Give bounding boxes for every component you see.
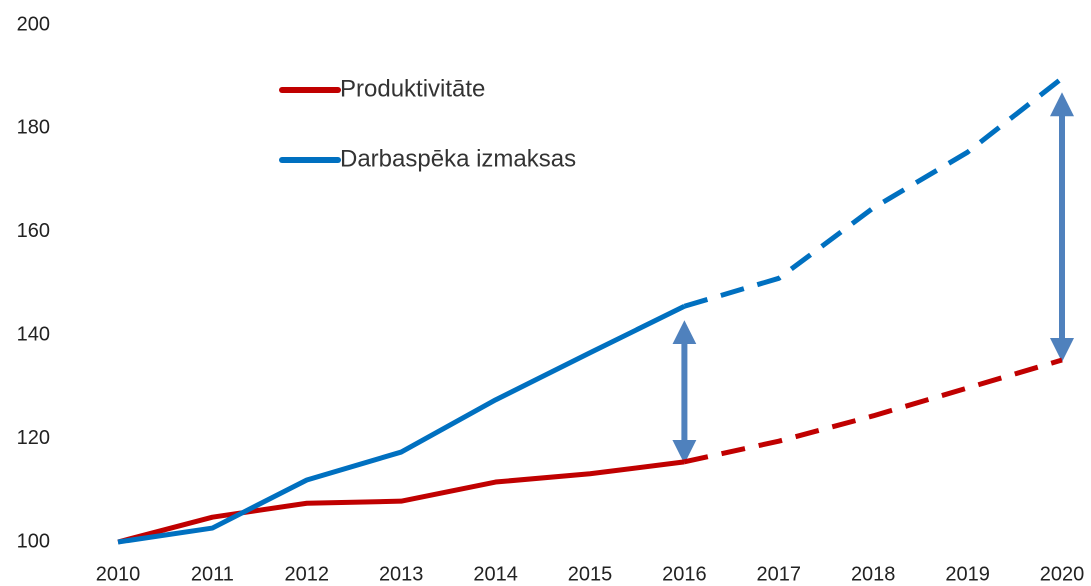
series-line: [117, 304, 686, 545]
y-tick-label: 160: [17, 220, 50, 242]
x-tick-label: 2019: [945, 563, 990, 585]
y-tick-label: 180: [17, 117, 50, 139]
x-tick-label: 2016: [662, 563, 707, 585]
y-tick-label: 100: [17, 530, 50, 552]
series-line-forecast: [683, 357, 1063, 465]
series-line-forecast: [683, 76, 1064, 309]
legend-label: Darbaspēka izmaksas: [340, 145, 576, 172]
x-tick-label: 2011: [191, 563, 234, 585]
x-tick-label: 2010: [96, 563, 141, 585]
series-line: [117, 459, 685, 545]
y-tick-label: 200: [17, 13, 50, 35]
x-tick-label: 2014: [473, 563, 518, 585]
x-tick-label: 2013: [379, 563, 424, 585]
x-tick-label: 2020: [1040, 563, 1085, 585]
legend-label: Produktivitāte: [340, 75, 485, 102]
y-tick-label: 120: [17, 427, 50, 449]
y-tick-label: 140: [17, 323, 50, 345]
annotation-arrows: [672, 92, 1074, 464]
x-tick-label: 2015: [568, 563, 613, 585]
x-tick-label: 2018: [851, 563, 896, 585]
x-tick-label: 2012: [285, 563, 330, 585]
x-tick-label: 2017: [757, 563, 802, 585]
